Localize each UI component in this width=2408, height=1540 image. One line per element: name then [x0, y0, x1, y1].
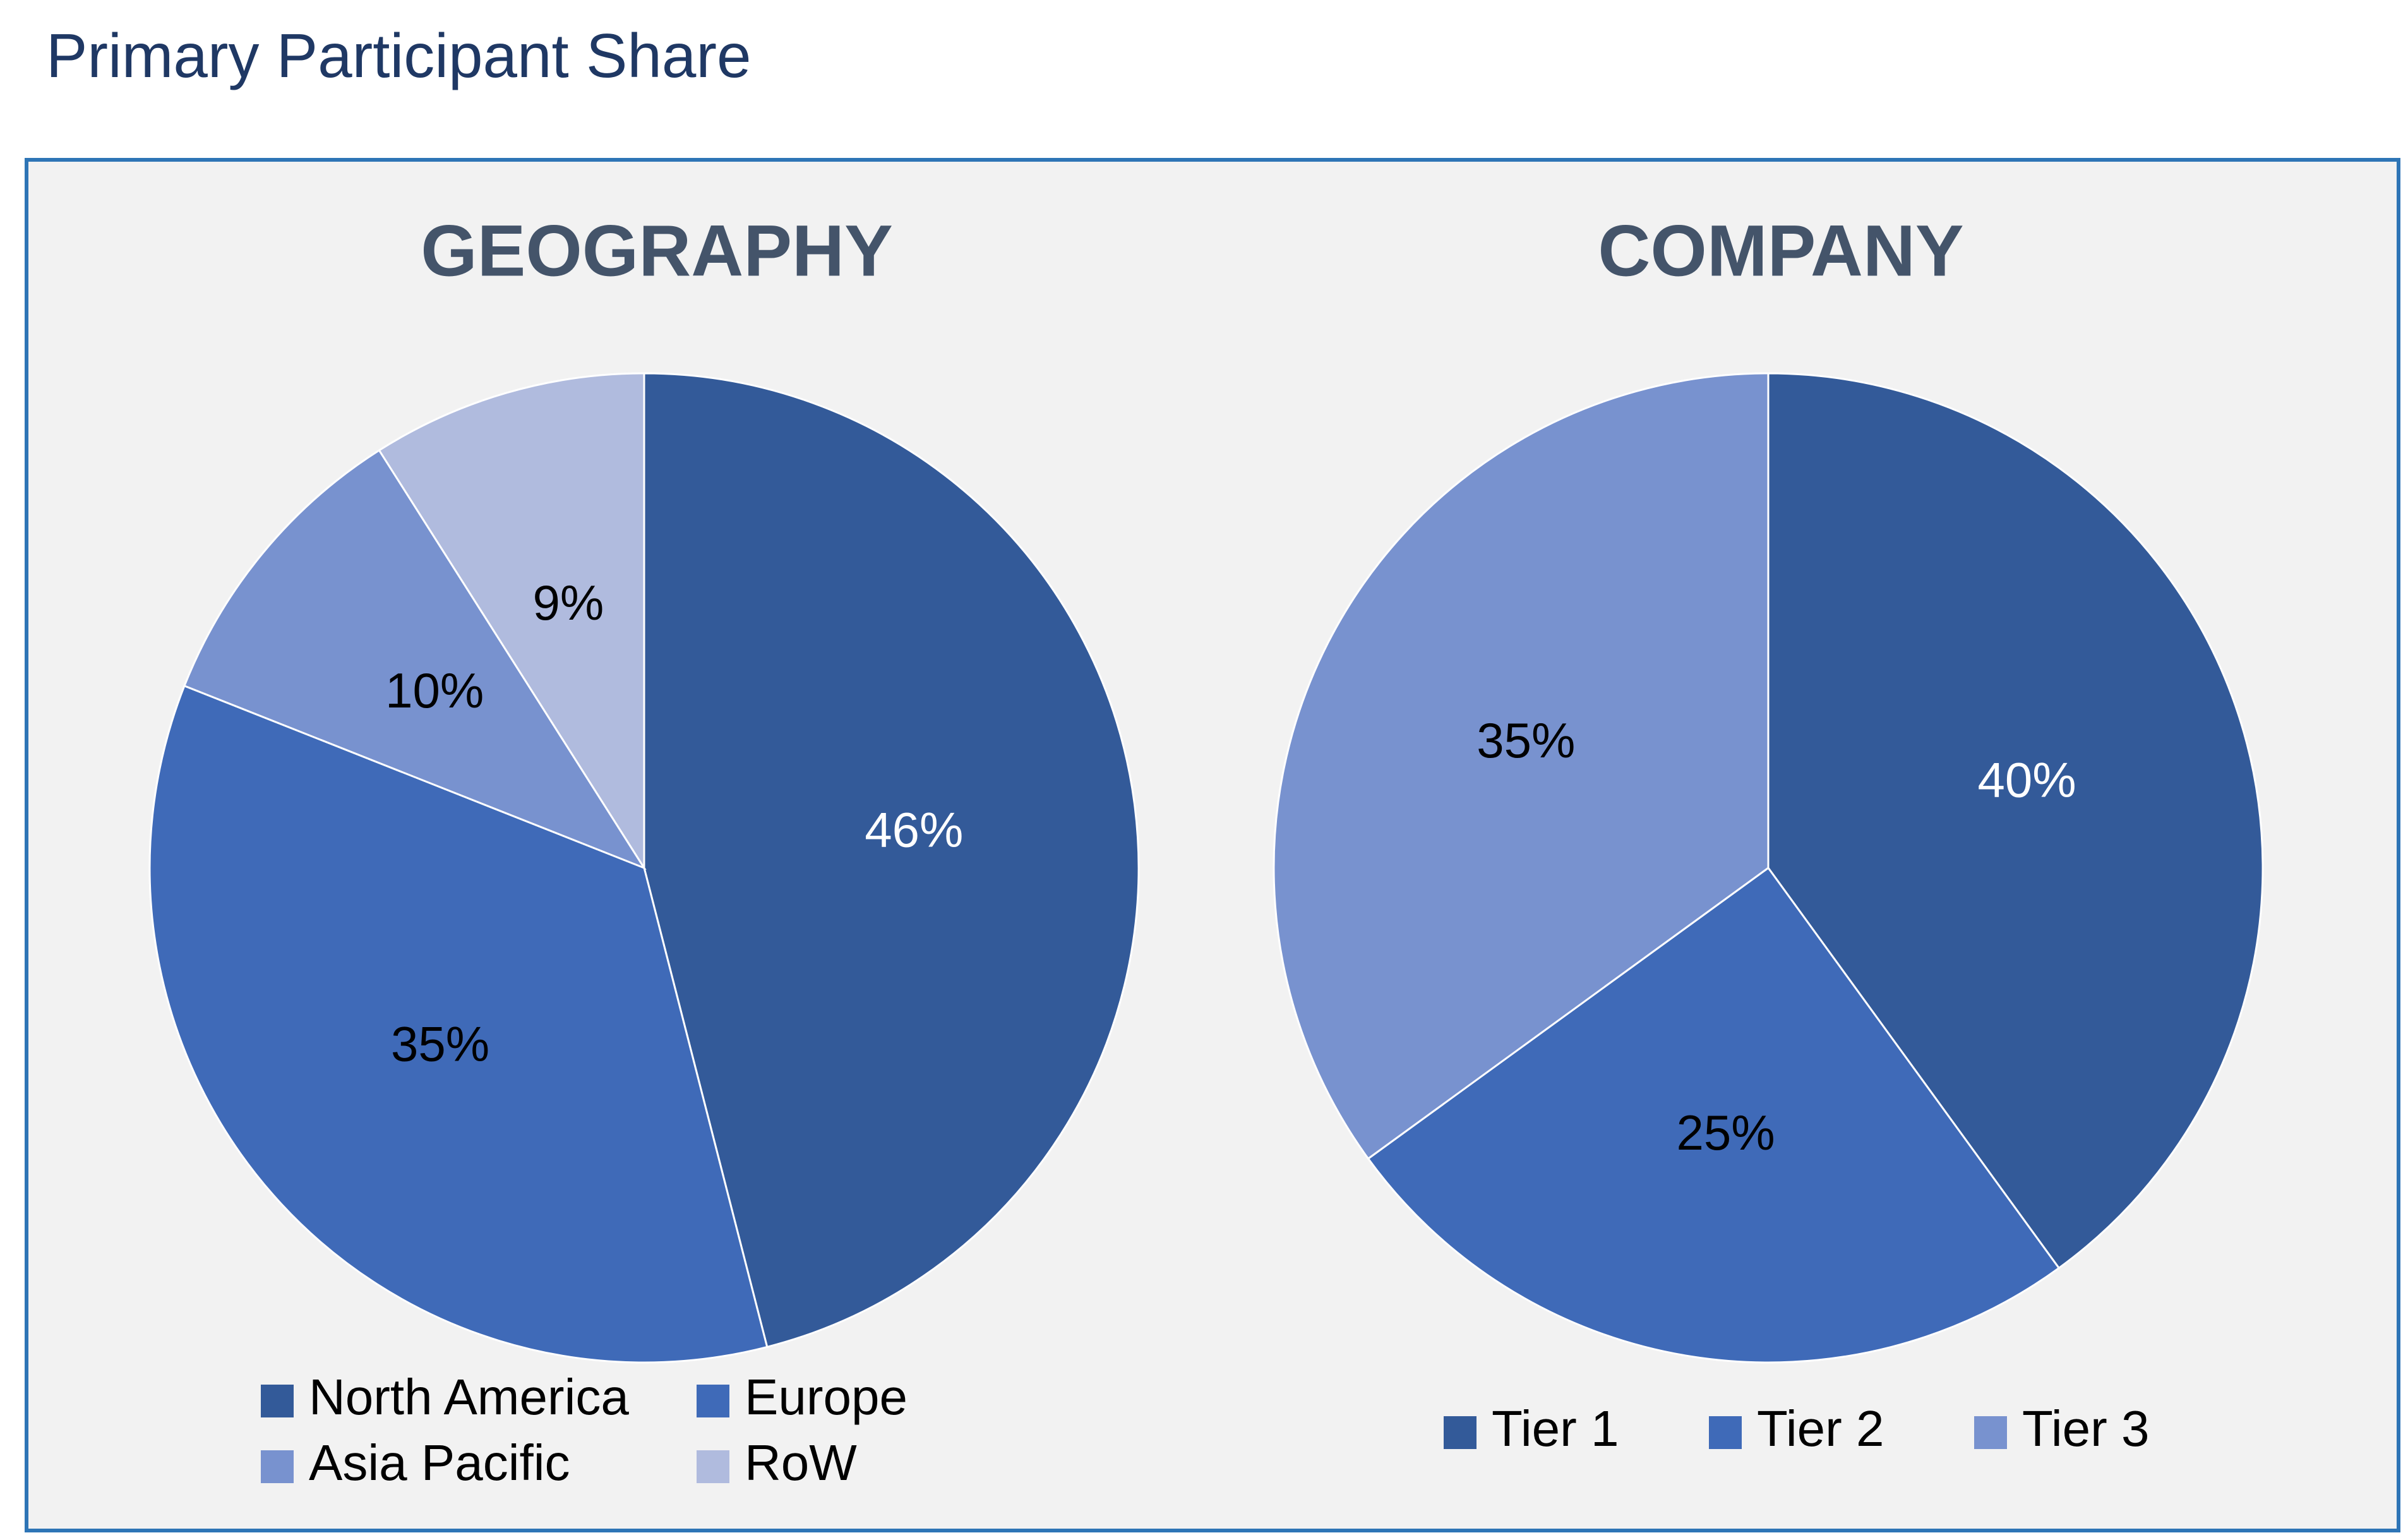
- company-slice-label-tier-1: 40%: [1978, 752, 2076, 808]
- geography-slice-label-row: 9%: [533, 575, 604, 630]
- geography-legend-swatch-asia-pacific: [261, 1450, 294, 1483]
- geography-slice-label-europe: 35%: [391, 1016, 489, 1071]
- geography-legend-label-north-america: North America: [309, 1369, 629, 1425]
- geography-title: GEOGRAPHY: [421, 210, 893, 291]
- geography-legend-label-row: RoW: [745, 1435, 857, 1491]
- company-slice-label-tier-2: 25%: [1677, 1105, 1775, 1160]
- company-slice-tier-2: [1367, 866, 2061, 1364]
- geography-legend-label-europe: Europe: [745, 1369, 907, 1425]
- company-legend-label-tier-1: Tier 1: [1492, 1400, 1619, 1457]
- company-slice-label-tier-3: 35%: [1477, 713, 1575, 768]
- company-legend-label-tier-2: Tier 2: [1757, 1400, 1884, 1457]
- geography-legend-label-asia-pacific: Asia Pacific: [309, 1435, 570, 1491]
- geography-legend-swatch-row: [697, 1450, 729, 1483]
- company-slice-tier-3: [1273, 372, 1770, 1160]
- company-legend-swatch-tier-3: [1974, 1416, 2007, 1449]
- pie-charts: GEOGRAPHY 46% 35% 10% 9% North America Europe A…: [148, 210, 2264, 1491]
- company-slice-tier-1: [1767, 372, 2264, 1270]
- geography-slice-row: [378, 372, 645, 872]
- company-title: COMPANY: [1598, 210, 1963, 291]
- geography-slice-north-america: [643, 372, 1140, 1349]
- company-legend-swatch-tier-1: [1444, 1416, 1477, 1449]
- geography-slice-label-north-america: 46%: [865, 802, 963, 858]
- geography-slice-asia-pacific: [183, 448, 647, 870]
- page-title: Primary Participant Share: [46, 21, 752, 90]
- geography-legend-swatch-north-america: [261, 1385, 294, 1417]
- company-legend-label-tier-3: Tier 3: [2022, 1400, 2150, 1457]
- geography-slice-label-asia-pacific: 10%: [385, 663, 484, 718]
- geography-legend-swatch-europe: [697, 1385, 729, 1417]
- company-legend-swatch-tier-2: [1709, 1416, 1742, 1449]
- geography-slice-europe: [148, 684, 769, 1364]
- charts-panel: GEOGRAPHY 46% 35% 10% 9% North America Europe A…: [25, 158, 2400, 1532]
